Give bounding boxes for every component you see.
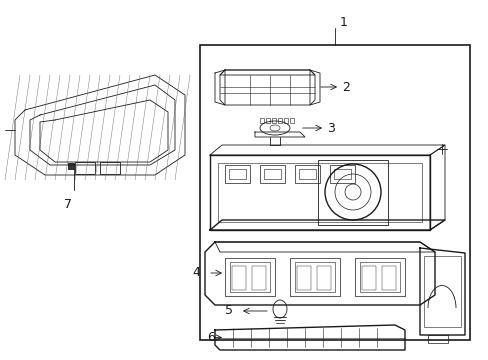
Text: 4: 4 [192,266,200,279]
Bar [224,258,274,296]
Bar [251,266,265,290]
Bar [298,169,315,179]
Bar [265,118,269,123]
Bar [296,266,310,290]
Bar [228,169,245,179]
Bar [294,262,334,292]
Bar [354,258,404,296]
Bar [284,118,287,123]
Text: 6: 6 [207,331,215,344]
Bar [359,262,399,292]
Bar [264,169,281,179]
Bar [260,165,285,183]
Bar [218,163,421,222]
Text: 3: 3 [326,122,334,135]
Text: 7: 7 [64,198,72,211]
Bar [278,118,282,123]
Bar [224,165,249,183]
Bar [260,118,264,123]
Bar [329,165,354,183]
Text: 5: 5 [224,305,232,318]
Bar [333,169,350,179]
Bar [289,258,339,296]
Bar [231,266,245,290]
Bar [200,45,469,340]
Bar [317,160,387,225]
Bar [294,165,319,183]
Bar [316,266,330,290]
Bar [75,162,95,174]
Bar [68,163,74,169]
Text: 1: 1 [339,15,347,28]
Bar [271,118,275,123]
Bar [427,335,447,343]
Bar [100,162,120,174]
Bar [289,118,293,123]
Bar [361,266,375,290]
Text: 2: 2 [341,81,349,94]
Bar [229,262,269,292]
Bar [423,256,460,327]
Bar [381,266,395,290]
